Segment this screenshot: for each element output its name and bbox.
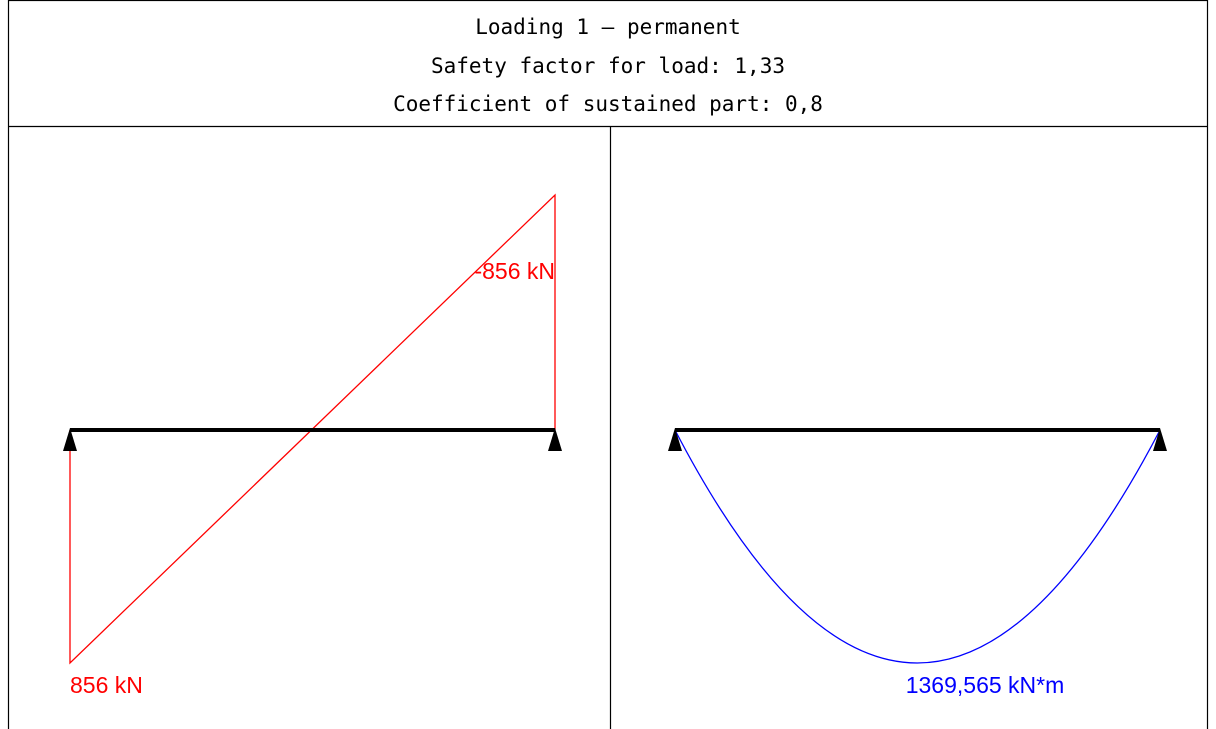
header-line: Coefficient of sustained part: 0,8 bbox=[393, 92, 823, 116]
moment-diagram bbox=[674, 429, 1161, 664]
header-line: Loading 1 – permanent bbox=[475, 15, 741, 39]
support bbox=[1153, 428, 1167, 451]
support bbox=[548, 428, 562, 451]
shear-label: -856 kN bbox=[474, 258, 555, 284]
support bbox=[668, 428, 682, 451]
shear-label: 856 kN bbox=[70, 672, 143, 698]
moment-label: 1369,565 kN*m bbox=[906, 672, 1065, 698]
header-line: Safety factor for load: 1,33 bbox=[431, 54, 785, 78]
support bbox=[63, 428, 77, 451]
frame bbox=[7, 0, 1209, 729]
